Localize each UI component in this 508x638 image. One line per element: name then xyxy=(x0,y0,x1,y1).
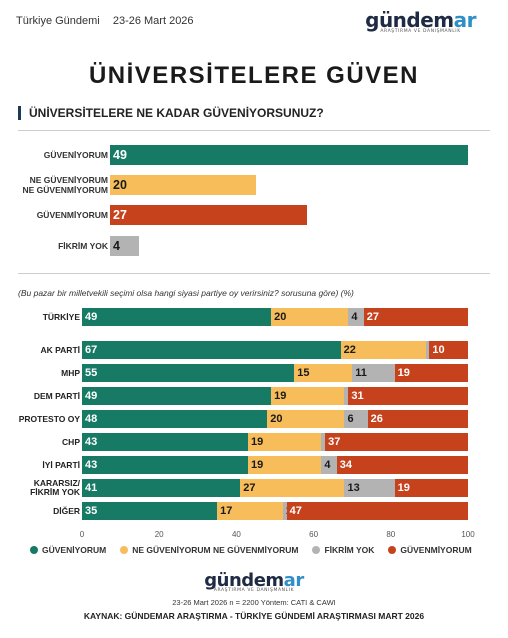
stack-segment: 34 xyxy=(336,456,468,474)
top-bar xyxy=(110,205,308,225)
legend-dot-icon xyxy=(312,546,321,554)
brand-name: Türkiye Gündemi xyxy=(16,15,100,27)
top-category-label: FİKRİM YOK xyxy=(58,241,108,251)
stack-segment: 19 xyxy=(247,456,322,474)
top-bar-value: 4 xyxy=(113,239,120,253)
chart-note: (Bu pazar bir milletvekili seçimi olsa h… xyxy=(18,288,354,298)
row-label: İYİ PARTİ xyxy=(42,460,80,470)
x-tick-label: 100 xyxy=(461,530,475,539)
stack-segment: 22 xyxy=(340,341,426,359)
stack-segment: 11 xyxy=(352,364,395,382)
page-title: ÜNİVERSİTELERE GÜVEN xyxy=(88,62,420,89)
stack-segment: 20 xyxy=(271,308,349,326)
row-label: AK PARTİ xyxy=(40,345,80,355)
x-tick-label: 40 xyxy=(231,530,241,539)
header-left: Türkiye Gündemi 23-26 Mart 2026 xyxy=(16,15,194,27)
question-title: ÜNİVERSİTELERE NE KADAR GÜVENİYORSUNUZ? xyxy=(18,106,324,120)
row-label: DİĞER xyxy=(53,506,80,516)
stack-segment: 10 xyxy=(429,341,468,359)
footer-logo-main: gündem xyxy=(204,570,284,591)
x-tick-label: 80 xyxy=(386,530,396,539)
chart-legend: GÜVENİYORUM NE GÜVENİYORUM NE GÜVENMİYORU… xyxy=(30,545,472,555)
stack-segment: 26 xyxy=(367,410,468,428)
stack-segment: 4 xyxy=(348,308,364,326)
stack-segment: 6 xyxy=(344,410,368,428)
stack-segment: 19 xyxy=(271,387,345,405)
stack-segment: 37 xyxy=(325,433,468,451)
stack-segment: 48 xyxy=(82,410,268,428)
stack-segment: 15 xyxy=(294,364,353,382)
legend-dot-icon xyxy=(30,546,38,554)
top-category-label: NE GÜVENİYORUM NE GÜVENMİYORUM xyxy=(22,175,108,195)
legend-label: GÜVENİYORUM xyxy=(42,545,107,555)
legend-dot-icon xyxy=(388,546,397,554)
separator-top xyxy=(18,130,490,131)
stack-segment: 19 xyxy=(247,433,322,451)
stack-segment: 49 xyxy=(82,308,272,326)
row-label: PROTESTO OY xyxy=(18,414,80,424)
stack-segment: 41 xyxy=(82,479,241,497)
stack-segment: 13 xyxy=(344,479,395,497)
source-line: KAYNAK: GÜNDEMAR ARAŞTIRMA - TÜRKİYE GÜN… xyxy=(83,611,425,621)
stack-segment: 43 xyxy=(82,456,248,474)
legend-label: FİKRİM YOK xyxy=(324,545,375,555)
x-tick-label: 0 xyxy=(79,530,85,539)
top-bar xyxy=(110,175,257,195)
legend-item: FİKRİM YOK xyxy=(312,545,374,555)
legend-label: GÜVENMİYORUM xyxy=(400,545,472,555)
stack-segment: 49 xyxy=(82,387,272,405)
stack-segment: 55 xyxy=(82,364,295,382)
top-category-label: GÜVENMİYORUM xyxy=(36,210,108,220)
survey-date: 23-26 Mart 2026 xyxy=(112,15,194,27)
stack-segment: 19 xyxy=(394,364,468,382)
footer-logo: gündemar ARAŞTIRMA VE DANIŞMANLIK xyxy=(0,570,508,593)
gundemar-logo: gündemar ARAŞTIRMA VE DANIŞMANLIK xyxy=(365,8,476,34)
row-label: DEM PARTİ xyxy=(33,391,80,401)
top-bar-value: 27 xyxy=(113,208,127,222)
legend-item: NE GÜVENİYORUM NE GÜVENMİYORUM xyxy=(120,545,298,555)
stack-segment: 67 xyxy=(82,341,341,359)
legend-item: GÜVENİYORUM xyxy=(30,545,106,555)
legend-dot-icon xyxy=(120,546,129,554)
row-label: TÜRKİYE xyxy=(42,312,80,322)
logo-sub: ARAŞTIRMA VE DANIŞMANLIK xyxy=(380,29,461,34)
survey-meta: 23-26 Mart 2026 n = 2200 Yöntem: CATI & … xyxy=(172,598,336,607)
logo-main: gündem xyxy=(365,8,454,32)
stack-segment: 27 xyxy=(240,479,345,497)
x-tick-label: 20 xyxy=(154,530,164,539)
row-label: CHP xyxy=(62,437,80,447)
legend-item: GÜVENMİYORUM xyxy=(388,545,472,555)
row-label: KARARSIZ/ FİKRİM YOK xyxy=(30,478,80,497)
footer-logo-sub: ARAŞTIRMA VE DANIŞMANLIK xyxy=(213,588,295,593)
top-category-label: GÜVENİYORUM xyxy=(43,150,108,160)
stack-segment: 35 xyxy=(82,502,218,520)
stack-segment: 31 xyxy=(348,387,468,405)
top-bar-value: 49 xyxy=(113,148,127,162)
row-label: MHP xyxy=(61,368,80,378)
stack-segment: 19 xyxy=(394,479,468,497)
footer-logo-accent: ar xyxy=(283,570,305,591)
x-tick-label: 60 xyxy=(309,530,319,539)
logo-accent: ar xyxy=(453,8,477,32)
top-bar-value: 20 xyxy=(113,178,127,192)
stack-segment: 27 xyxy=(363,308,468,326)
separator-mid xyxy=(18,273,490,274)
top-bar xyxy=(110,236,140,256)
stack-segment: 47 xyxy=(286,502,468,520)
stack-segment: 20 xyxy=(267,410,345,428)
stack-segment: 43 xyxy=(82,433,248,451)
top-bar xyxy=(110,145,468,165)
stack-segment: 4 xyxy=(321,456,337,474)
legend-label: NE GÜVENİYORUM NE GÜVENMİYORUM xyxy=(132,545,299,555)
stack-segment: 17 xyxy=(217,502,283,520)
